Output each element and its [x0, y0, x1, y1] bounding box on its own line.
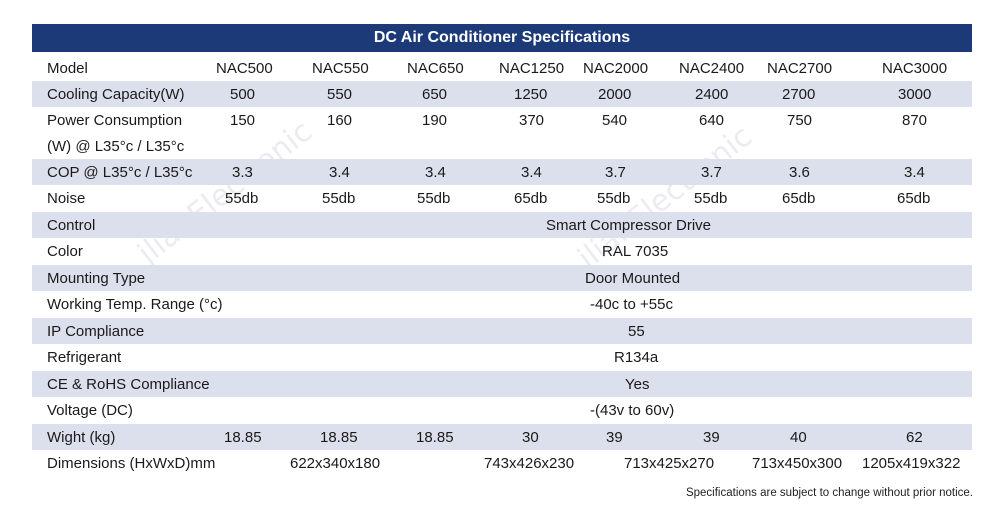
table-row: CE & RoHS Compliance Yes — [32, 371, 972, 397]
cell-value: 500 — [230, 86, 256, 103]
cell-value: 3.4 — [425, 164, 446, 181]
row-label: Dimensions (HxWxD)mm — [47, 455, 216, 472]
cell-value: 870 — [902, 112, 928, 129]
cell-value: 65db — [514, 190, 548, 207]
cell-value: 190 — [422, 112, 448, 129]
cell-value: 3.4 — [904, 164, 925, 181]
cell-value: 540 — [602, 112, 628, 129]
cell-value: 3.3 — [232, 164, 253, 181]
model-name: NAC550 — [312, 60, 369, 77]
cell-value: 55db — [417, 190, 451, 207]
row-label: CE & RoHS Compliance — [47, 376, 210, 393]
cell-value: -(43v to 60v) — [590, 402, 675, 419]
model-name: NAC2400 — [679, 60, 745, 77]
cell-value: 160 — [327, 112, 353, 129]
cell-value: R134a — [614, 349, 659, 366]
cell-value: 1250 — [514, 86, 548, 103]
cell-value: 40 — [790, 429, 807, 446]
row-label: Refrigerant — [47, 349, 122, 366]
table-row: Cooling Capacity(W) 500 550 650 1250 200… — [32, 81, 972, 107]
cell-value: 18.85 — [416, 429, 454, 446]
cell-value: 3.7 — [605, 164, 626, 181]
table-row: Color RAL 7035 — [32, 238, 972, 265]
cell-value: 2000 — [598, 86, 632, 103]
cell-value: 713x425x270 — [624, 455, 715, 472]
cell-value: 65db — [782, 190, 816, 207]
cell-value: 18.85 — [320, 429, 358, 446]
cell-value: 18.85 — [224, 429, 262, 446]
cell-value: 622x340x180 — [290, 455, 381, 472]
table-row: Refrigerant R134a — [32, 344, 972, 371]
cell-value: 2400 — [695, 86, 729, 103]
cell-value: 39 — [703, 429, 720, 446]
table-row: Dimensions (HxWxD)mm 622x340x180 743x426… — [32, 450, 972, 477]
row-label: Voltage (DC) — [47, 402, 133, 419]
row-label: IP Compliance — [47, 323, 145, 340]
table-row: Working Temp. Range (°c) -40c to +55c — [32, 291, 972, 318]
cell-value: Door Mounted — [585, 270, 681, 287]
cell-value: 3.4 — [329, 164, 350, 181]
cell-value: Yes — [625, 376, 650, 393]
footnote: Specifications are subject to change wit… — [685, 487, 973, 499]
cell-value: 150 — [230, 112, 256, 129]
table-row: Noise 55db 55db 55db 65db 55db 55db 65db… — [32, 185, 972, 212]
model-name: NAC2700 — [767, 60, 833, 77]
cell-value: Smart Compressor Drive — [546, 217, 712, 234]
cell-value: 640 — [699, 112, 725, 129]
table-row: Model NAC500 NAC550 NAC650 NAC1250 NAC20… — [32, 55, 972, 81]
cell-value: 39 — [606, 429, 623, 446]
row-label: Power Consumption — [47, 112, 183, 129]
row-label: Model — [47, 60, 88, 77]
row-label: Color — [47, 243, 83, 260]
model-name: NAC3000 — [882, 60, 948, 77]
row-label: Working Temp. Range (°c) — [47, 296, 223, 313]
cell-value: 3.4 — [521, 164, 542, 181]
model-name: NAC1250 — [499, 60, 565, 77]
cell-value: 55db — [694, 190, 728, 207]
table-row: Power Consumption (W) @ L35°c / L35°c 15… — [32, 107, 972, 159]
cell-value: 743x426x230 — [484, 455, 575, 472]
table-row: Voltage (DC) -(43v to 60v) — [32, 397, 972, 424]
table-row: Wight (kg) 18.85 18.85 18.85 30 39 39 40… — [32, 424, 972, 450]
cell-value: 750 — [787, 112, 813, 129]
cell-value: 2700 — [782, 86, 816, 103]
cell-value: 55 — [628, 323, 645, 340]
cell-value: 55db — [225, 190, 259, 207]
cell-value: 65db — [897, 190, 931, 207]
row-label: Mounting Type — [47, 270, 146, 287]
cell-value: 62 — [906, 429, 923, 446]
cell-value: 1205x419x322 — [862, 455, 961, 472]
table-row: IP Compliance 55 — [32, 318, 972, 344]
cell-value: 650 — [422, 86, 448, 103]
cell-value: 3.6 — [789, 164, 810, 181]
table-row: Control Smart Compressor Drive — [32, 212, 972, 238]
cell-value: 713x450x300 — [752, 455, 843, 472]
cell-value: 30 — [522, 429, 539, 446]
model-name: NAC2000 — [583, 60, 649, 77]
table-title: DC Air Conditioner Specifications — [32, 24, 972, 52]
row-label: Cooling Capacity(W) — [47, 86, 185, 103]
cell-value: 550 — [327, 86, 353, 103]
row-label: Control — [47, 217, 96, 234]
cell-value: 55db — [597, 190, 631, 207]
cell-value: -40c to +55c — [590, 296, 673, 313]
row-label: Wight (kg) — [47, 429, 116, 446]
table-row: COP @ L35°c / L35°c 3.3 3.4 3.4 3.4 3.7 … — [32, 159, 972, 185]
cell-value: 370 — [519, 112, 545, 129]
cell-value: 55db — [322, 190, 356, 207]
cell-value: 3.7 — [701, 164, 722, 181]
model-name: NAC500 — [216, 60, 273, 77]
cell-value: RAL 7035 — [602, 243, 669, 260]
table-row: Mounting Type Door Mounted — [32, 265, 972, 291]
model-name: NAC650 — [407, 60, 464, 77]
row-label: (W) @ L35°c / L35°c — [47, 138, 185, 155]
cell-value: 3000 — [898, 86, 932, 103]
row-label: COP @ L35°c / L35°c — [47, 164, 193, 181]
row-label: Noise — [47, 190, 86, 207]
